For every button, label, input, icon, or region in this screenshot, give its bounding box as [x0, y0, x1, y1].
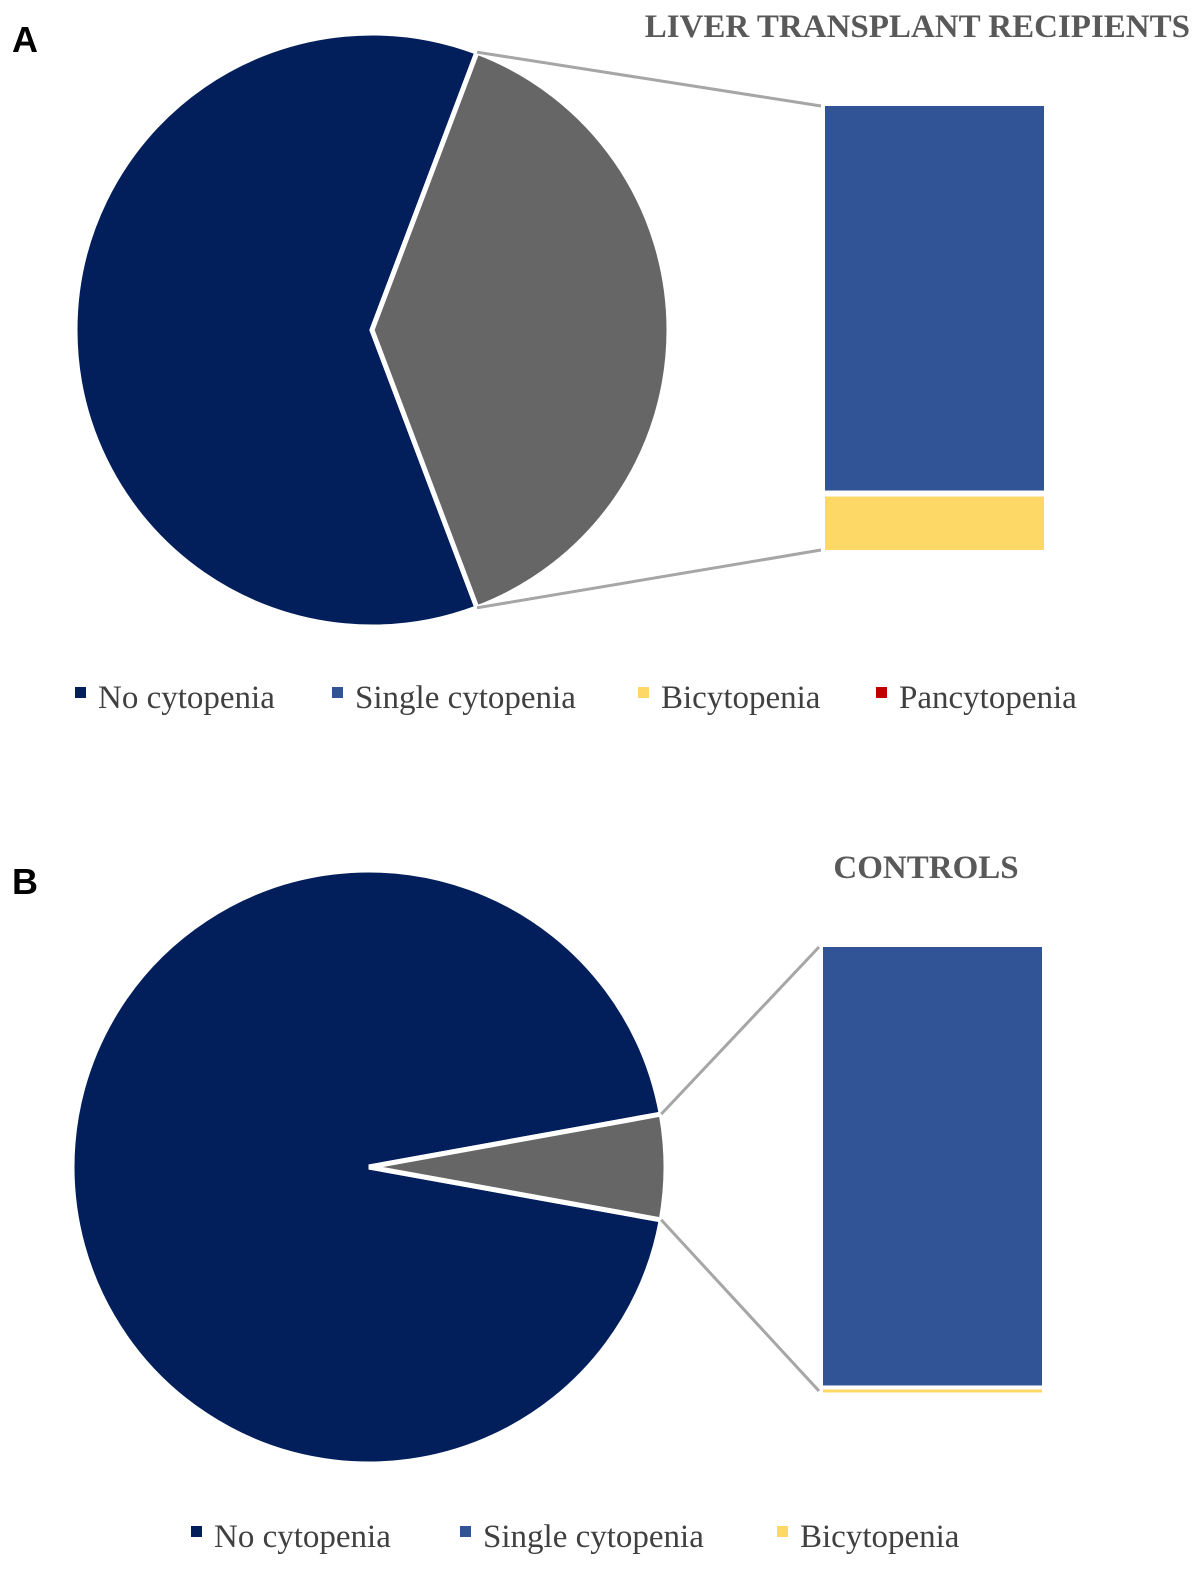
stacked-bar-b	[823, 947, 1042, 1393]
connector-line-top	[476, 50, 822, 108]
panel-letter-a: A	[12, 19, 38, 60]
connector-line-bottom	[476, 548, 822, 610]
legend-label-bicytopenia: Bicytopenia	[661, 680, 821, 716]
legend-b: No cytopenia Single cytopenia Bicytopenia	[191, 1519, 960, 1555]
connector-lines-a	[476, 50, 822, 610]
bar-segment-bicytopenia	[823, 1389, 1042, 1393]
bar-segment-single-cytopenia	[823, 947, 1042, 1386]
legend-label-single-cytopenia: Single cytopenia	[355, 680, 576, 716]
pie-chart-a	[72, 30, 672, 630]
legend-swatch-bicytopenia	[638, 687, 649, 698]
chart-title-a: LIVER TRANSPLANT RECIPIENTS	[645, 9, 1190, 45]
panel-letter-b: B	[12, 861, 38, 902]
pie-slice-no-cytopenia	[69, 867, 665, 1467]
panel-b: B CONTROLS No cytopenia Single cytopenia B…	[12, 850, 1042, 1555]
pie-slice-cytopenia	[369, 48, 672, 612]
chart-title-b: CONTROLS	[833, 850, 1018, 886]
legend-swatch-no-cytopenia	[75, 687, 86, 698]
pie-chart-b	[69, 867, 669, 1467]
pie-slice-no-cytopenia	[72, 30, 481, 630]
panel-a: A LIVER TRANSPLANT RECIPIENTS No cytopen…	[12, 9, 1190, 716]
stacked-bar-a	[825, 106, 1044, 550]
connector-line-top	[660, 945, 821, 1116]
legend-label-bicytopenia: Bicytopenia	[800, 1519, 960, 1555]
pie-slice-cytopenia	[368, 1111, 669, 1223]
legend-label-pancytopenia: Pancytopenia	[899, 680, 1077, 716]
connector-line-bottom	[660, 1218, 821, 1393]
legend-swatch-single-cytopenia	[460, 1526, 471, 1537]
legend-swatch-single-cytopenia	[332, 687, 343, 698]
legend-a: No cytopenia Single cytopenia Bicytopenia P…	[75, 680, 1077, 716]
legend-swatch-pancytopenia	[876, 687, 887, 698]
legend-label-single-cytopenia: Single cytopenia	[483, 1519, 704, 1555]
connector-lines-b	[660, 945, 821, 1393]
bar-segment-bicytopenia	[825, 496, 1044, 550]
legend-label-no-cytopenia: No cytopenia	[214, 1519, 391, 1555]
bar-segment-single-cytopenia	[825, 106, 1044, 491]
legend-swatch-bicytopenia	[777, 1526, 788, 1537]
legend-swatch-no-cytopenia	[191, 1526, 202, 1537]
legend-label-no-cytopenia: No cytopenia	[98, 680, 275, 716]
